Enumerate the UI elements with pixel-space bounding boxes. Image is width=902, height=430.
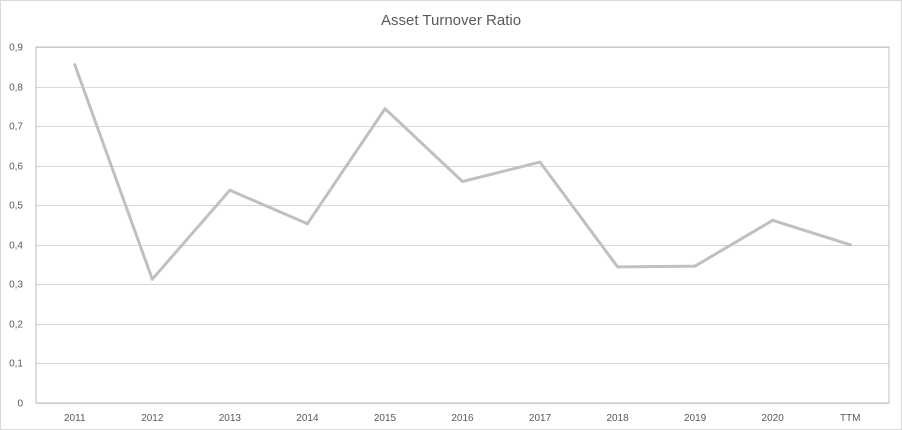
y-tick-label: 0,7: [9, 122, 23, 133]
y-tick-label: 0,8: [9, 83, 23, 94]
data-point: [228, 188, 232, 192]
data-point: [150, 277, 154, 281]
x-tick-label: 2018: [606, 413, 629, 424]
plot-area-frame: [35, 46, 890, 404]
y-tick-label: 0,2: [9, 320, 23, 331]
y-tick-label: 0,6: [9, 162, 23, 173]
chart-title: Asset Turnover Ratio: [381, 12, 521, 29]
data-point: [616, 265, 620, 269]
x-tick-label: 2015: [374, 413, 397, 424]
data-point: [848, 243, 852, 247]
x-tick-label: 2013: [219, 413, 242, 424]
x-tick-label: 2011: [64, 413, 86, 424]
x-tick-label: 2012: [141, 413, 164, 424]
y-tick-label: 0,9: [9, 43, 23, 54]
x-tick-label: TTM: [840, 413, 861, 424]
data-point: [771, 218, 775, 222]
y-tick-label: 0,1: [9, 359, 23, 370]
x-axis-tick-labels: 2011 2012 2013 2014 2015 2016 2017 2018 2019 2020…: [64, 413, 860, 424]
x-tick-label: 2019: [684, 413, 707, 424]
series-line: [73, 63, 852, 281]
data-point: [461, 179, 464, 183]
data-point: [693, 264, 697, 268]
y-tick-label: 0,3: [9, 280, 23, 291]
data-point: [305, 222, 309, 226]
y-axis-tick-labels: 0 0,1 0,2 0,3 0,4 0,5 0,6 0,7 0,8 0,9: [9, 43, 23, 410]
x-tick-label: 2014: [296, 413, 319, 424]
y-tick-label: 0,4: [9, 241, 23, 252]
x-tick-label: 2020: [762, 413, 785, 424]
series-layer: [73, 63, 852, 281]
data-point: [73, 63, 77, 67]
y-tick-label: 0: [17, 399, 23, 410]
x-tick-label: 2016: [451, 413, 474, 424]
data-point: [383, 107, 387, 111]
y-tick-label: 0,5: [9, 201, 23, 212]
x-tick-label: 2017: [529, 413, 552, 424]
data-point: [538, 160, 542, 164]
